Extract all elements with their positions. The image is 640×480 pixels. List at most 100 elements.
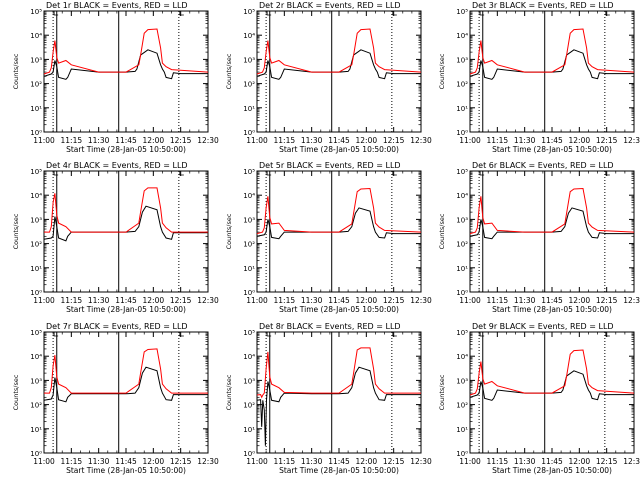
interval-bracket (266, 11, 272, 16)
interval-bracket (266, 171, 272, 176)
y-tick-label: 10² (30, 241, 42, 249)
x-tick-label: 11:45 (328, 457, 350, 466)
y-tick-label: 10⁴ (456, 192, 468, 200)
x-tick-label: 11:30 (514, 457, 536, 466)
interval-bracket (392, 11, 397, 16)
x-axis-label: Start Time (28-Jan-05 10:50:00) (279, 305, 399, 314)
x-tick-label: 11:45 (541, 296, 563, 305)
x-tick-label: 11:00 (459, 457, 481, 466)
x-tick-label: 11:30 (88, 457, 110, 466)
x-tick-label: 12:15 (170, 136, 192, 145)
panel-det-2: Det 2r BLACK = Events, RED = LLD 10⁰ 10¹ 10… (225, 1, 432, 154)
x-tick-label: 12:15 (383, 296, 405, 305)
lld-series-line (44, 348, 208, 394)
x-tick-label: 12:00 (143, 457, 165, 466)
x-tick-label: 12:15 (596, 457, 618, 466)
x-tick-label: 11:45 (541, 457, 563, 466)
interval-bracket (392, 332, 397, 337)
panel-det-3: Det 3r BLACK = Events, RED = LLD 10⁰ 10¹ 10… (438, 1, 640, 154)
y-tick-label: 10¹ (243, 105, 255, 113)
x-tick-label: 11:00 (33, 457, 55, 466)
y-tick-label: 10⁵ (30, 329, 42, 337)
events-series-line (43, 205, 208, 242)
x-tick-label: 12:15 (383, 136, 405, 145)
panel-det-1: Det 1r BLACK = Events, RED = LLD 10⁰ 10¹ 10… (12, 1, 219, 154)
x-axis-label: Start Time (28-Jan-05 10:50:00) (492, 145, 612, 154)
interval-bracket (479, 332, 485, 337)
y-tick-label: 10⁵ (30, 168, 42, 176)
x-tick-label: 12:30 (410, 136, 432, 145)
x-tick-label: 11:30 (301, 136, 323, 145)
x-tick-label: 12:15 (596, 296, 618, 305)
interval-bracket (179, 11, 184, 16)
interval-bracket (605, 171, 610, 176)
y-tick-label: 10² (243, 241, 255, 249)
x-tick-label: 12:15 (596, 136, 618, 145)
y-tick-label: 10⁰ (243, 450, 255, 458)
events-series-line (256, 207, 421, 240)
y-tick-label: 10⁵ (243, 168, 255, 176)
x-tick-label: 11:30 (301, 457, 323, 466)
lld-series-line (256, 187, 422, 235)
x-tick-label: 12:00 (569, 457, 591, 466)
y-tick-label: 10⁴ (243, 32, 255, 40)
y-tick-label: 10⁰ (30, 450, 42, 458)
interval-bracket (605, 332, 610, 337)
y-tick-label: 10³ (456, 56, 468, 64)
panel-title: Det 8r BLACK = Events, RED = LLD (259, 322, 401, 331)
x-tick-label: 12:00 (356, 136, 378, 145)
x-tick-label: 11:15 (61, 457, 83, 466)
y-tick-label: 10⁰ (456, 450, 468, 458)
y-tick-label: 10³ (30, 216, 42, 224)
panel-det-8: Det 8r BLACK = Events, RED = LLD 10⁰ 10¹ 10… (225, 322, 432, 475)
y-tick-label: 10² (456, 402, 468, 410)
panel-det-6: Det 6r BLACK = Events, RED = LLD 10⁰ 10¹ 10… (438, 161, 640, 314)
y-tick-label: 10³ (243, 216, 255, 224)
panel-title: Det 2r BLACK = Events, RED = LLD (259, 1, 401, 10)
y-tick-label: 10³ (243, 56, 255, 64)
y-tick-label: 10⁴ (30, 32, 42, 40)
x-tick-label: 12:00 (356, 296, 378, 305)
x-axis-label: Start Time (28-Jan-05 10:50:00) (492, 466, 612, 475)
lld-series-line (469, 349, 635, 396)
x-tick-label: 11:45 (541, 136, 563, 145)
x-tick-label: 12:30 (197, 457, 219, 466)
x-tick-label: 11:45 (328, 296, 350, 305)
x-axis-label: Start Time (28-Jan-05 10:50:00) (279, 466, 399, 475)
panel-det-9: Det 9r BLACK = Events, RED = LLD 10⁰ 10¹ 10… (438, 322, 640, 475)
x-axis-label: Start Time (28-Jan-05 10:50:00) (492, 305, 612, 314)
y-tick-label: 10³ (456, 216, 468, 224)
x-tick-label: 11:15 (61, 296, 83, 305)
y-tick-label: 10² (30, 402, 42, 410)
x-tick-label: 12:15 (170, 457, 192, 466)
x-tick-label: 12:00 (143, 296, 165, 305)
x-tick-label: 12:30 (410, 296, 432, 305)
x-tick-label: 11:15 (61, 136, 83, 145)
y-tick-label: 10¹ (30, 426, 42, 434)
events-series-line (469, 370, 634, 401)
x-tick-label: 11:45 (115, 457, 137, 466)
x-tick-label: 12:15 (170, 296, 192, 305)
x-tick-label: 11:15 (274, 136, 296, 145)
x-tick-label: 12:30 (623, 457, 640, 466)
y-axis-label: Counts/sec (12, 374, 20, 410)
y-tick-label: 10³ (456, 377, 468, 385)
x-tick-label: 11:45 (115, 296, 137, 305)
y-tick-label: 10⁵ (243, 8, 255, 16)
y-tick-label: 10¹ (456, 426, 468, 434)
y-tick-label: 10⁴ (30, 353, 42, 361)
panel-title: Det 6r BLACK = Events, RED = LLD (472, 161, 614, 170)
y-axis-label: Counts/sec (225, 374, 233, 410)
x-tick-label: 11:30 (514, 136, 536, 145)
x-tick-label: 11:15 (487, 136, 509, 145)
panel-title: Det 4r BLACK = Events, RED = LLD (46, 161, 188, 170)
y-tick-label: 10¹ (30, 105, 42, 113)
y-tick-label: 10¹ (243, 265, 255, 273)
lld-series-line (469, 28, 635, 75)
interval-bracket (605, 11, 610, 16)
x-tick-label: 11:30 (88, 296, 110, 305)
lld-series-line (43, 28, 209, 75)
y-tick-label: 10³ (30, 377, 42, 385)
plot-frame (43, 10, 209, 133)
events-series-line (43, 366, 208, 403)
